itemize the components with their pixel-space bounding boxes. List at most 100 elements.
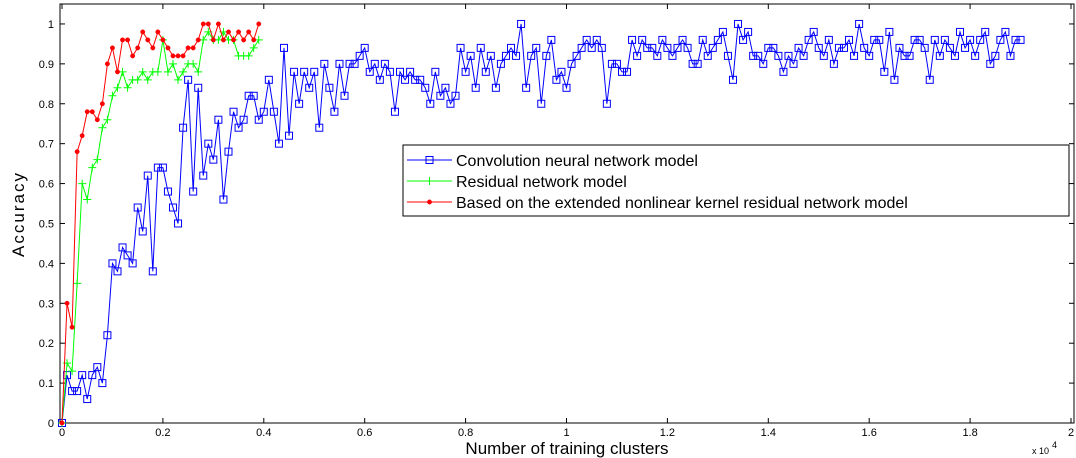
data-point-square	[532, 43, 541, 52]
data-point-square	[365, 67, 374, 76]
data-point-square	[794, 43, 803, 52]
data-point-square	[956, 27, 965, 36]
data-point-square	[320, 59, 329, 68]
data-point-square	[829, 59, 838, 68]
data-point-dot	[210, 37, 216, 43]
data-point-square	[446, 99, 455, 108]
y-tick-label: 1	[48, 19, 54, 31]
data-point-square	[870, 35, 879, 44]
data-point-square	[517, 19, 526, 28]
data-point-square	[839, 43, 848, 52]
data-point-dot	[135, 45, 141, 51]
legend-label: Convolution neural network model	[456, 153, 698, 170]
data-point-square	[254, 115, 263, 124]
data-point-square	[138, 227, 147, 236]
data-point-dot	[115, 69, 120, 75]
data-point-plus	[168, 59, 177, 68]
data-point-square	[315, 123, 324, 132]
data-point-square	[814, 43, 823, 52]
data-point-square	[900, 51, 909, 60]
data-point-square	[749, 51, 758, 60]
x-tick-label: 0	[59, 427, 65, 439]
data-point-square	[824, 35, 833, 44]
data-point-square	[784, 51, 793, 60]
data-point-square	[981, 27, 990, 36]
data-point-square	[88, 371, 97, 380]
data-point-square	[259, 107, 268, 116]
data-point-square	[335, 59, 344, 68]
data-point-square	[325, 83, 334, 92]
data-point-square	[633, 51, 642, 60]
x-tick-label: 1.4	[761, 427, 776, 439]
data-point-square	[451, 91, 460, 100]
data-point-plus	[98, 123, 107, 132]
legend: Convolution neural network model Residual…	[402, 144, 1070, 217]
data-point-square	[920, 43, 929, 52]
data-point-square	[305, 83, 314, 92]
data-point-square	[537, 99, 546, 108]
data-point-plus	[133, 75, 142, 84]
data-point-square	[108, 259, 117, 268]
data-point-plus	[123, 83, 132, 92]
data-point-dot	[180, 53, 186, 59]
data-point-square	[971, 51, 980, 60]
data-point-dot	[94, 117, 100, 123]
data-point-square	[961, 43, 970, 52]
data-point-square	[935, 51, 944, 60]
data-point-square	[860, 43, 869, 52]
data-point-square	[214, 115, 223, 124]
data-point-square	[643, 43, 652, 52]
y-tick-label: 0	[48, 418, 54, 430]
data-point-square	[557, 67, 566, 76]
data-point-square	[734, 19, 743, 28]
x-multiplier-label: x 10	[1032, 446, 1049, 456]
data-point-plus	[163, 67, 172, 76]
data-point-square	[234, 123, 243, 132]
data-point-plus	[153, 67, 162, 76]
data-point-square	[471, 83, 480, 92]
data-point-square	[274, 139, 283, 148]
data-point-square	[673, 43, 682, 52]
data-point-square	[1001, 27, 1010, 36]
data-point-square	[612, 59, 621, 68]
data-point-square	[466, 51, 475, 60]
legend-box	[402, 144, 1070, 217]
data-point-dot	[226, 29, 231, 35]
data-point-square	[128, 259, 137, 268]
data-point-dot	[125, 37, 131, 43]
data-point-square	[436, 91, 445, 100]
data-point-plus	[88, 163, 97, 172]
data-point-square	[1011, 35, 1020, 44]
data-point-square	[486, 51, 495, 60]
data-point-plus	[249, 43, 258, 52]
y-tick-label: 0.8	[39, 99, 54, 111]
data-point-square	[582, 35, 591, 44]
data-point-square	[133, 203, 142, 212]
data-point-plus	[108, 91, 117, 100]
data-point-plus	[425, 177, 434, 185]
data-point-square	[774, 51, 783, 60]
data-point-square	[895, 43, 904, 52]
data-point-plus	[93, 155, 102, 164]
data-point-square	[708, 43, 717, 52]
y-tick-label: 0.2	[39, 338, 54, 350]
data-point-square	[375, 75, 384, 84]
data-point-square	[789, 59, 798, 68]
data-point-square	[148, 267, 157, 276]
data-point-square	[68, 387, 77, 396]
x-multiplier-exponent: 4	[1052, 440, 1057, 450]
data-point-square	[713, 35, 722, 44]
data-point-square	[456, 43, 465, 52]
data-point-square	[224, 147, 233, 156]
data-point-square	[809, 27, 818, 36]
data-point-square	[290, 67, 299, 76]
data-point-dot	[231, 37, 236, 43]
data-point-square	[168, 203, 177, 212]
data-point-square	[249, 91, 258, 100]
data-point-square	[189, 187, 198, 196]
data-point-square	[143, 171, 152, 180]
x-tick-label: 0.6	[357, 427, 372, 439]
data-point-square	[123, 251, 132, 260]
data-point-square	[476, 43, 485, 52]
data-point-square	[698, 35, 707, 44]
